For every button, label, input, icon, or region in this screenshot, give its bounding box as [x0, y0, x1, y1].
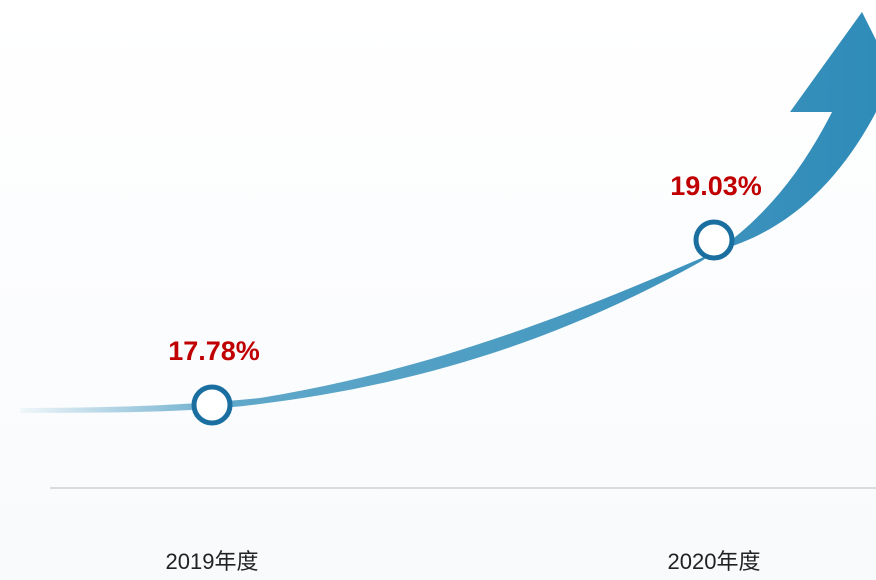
- value-label: 19.03%: [670, 171, 762, 201]
- data-point: [191, 384, 233, 426]
- data-point: [693, 219, 735, 261]
- x-tick-label: 2020年度: [668, 549, 761, 574]
- value-label: 17.78%: [168, 336, 260, 366]
- x-tick-label: 2019年度: [166, 549, 259, 574]
